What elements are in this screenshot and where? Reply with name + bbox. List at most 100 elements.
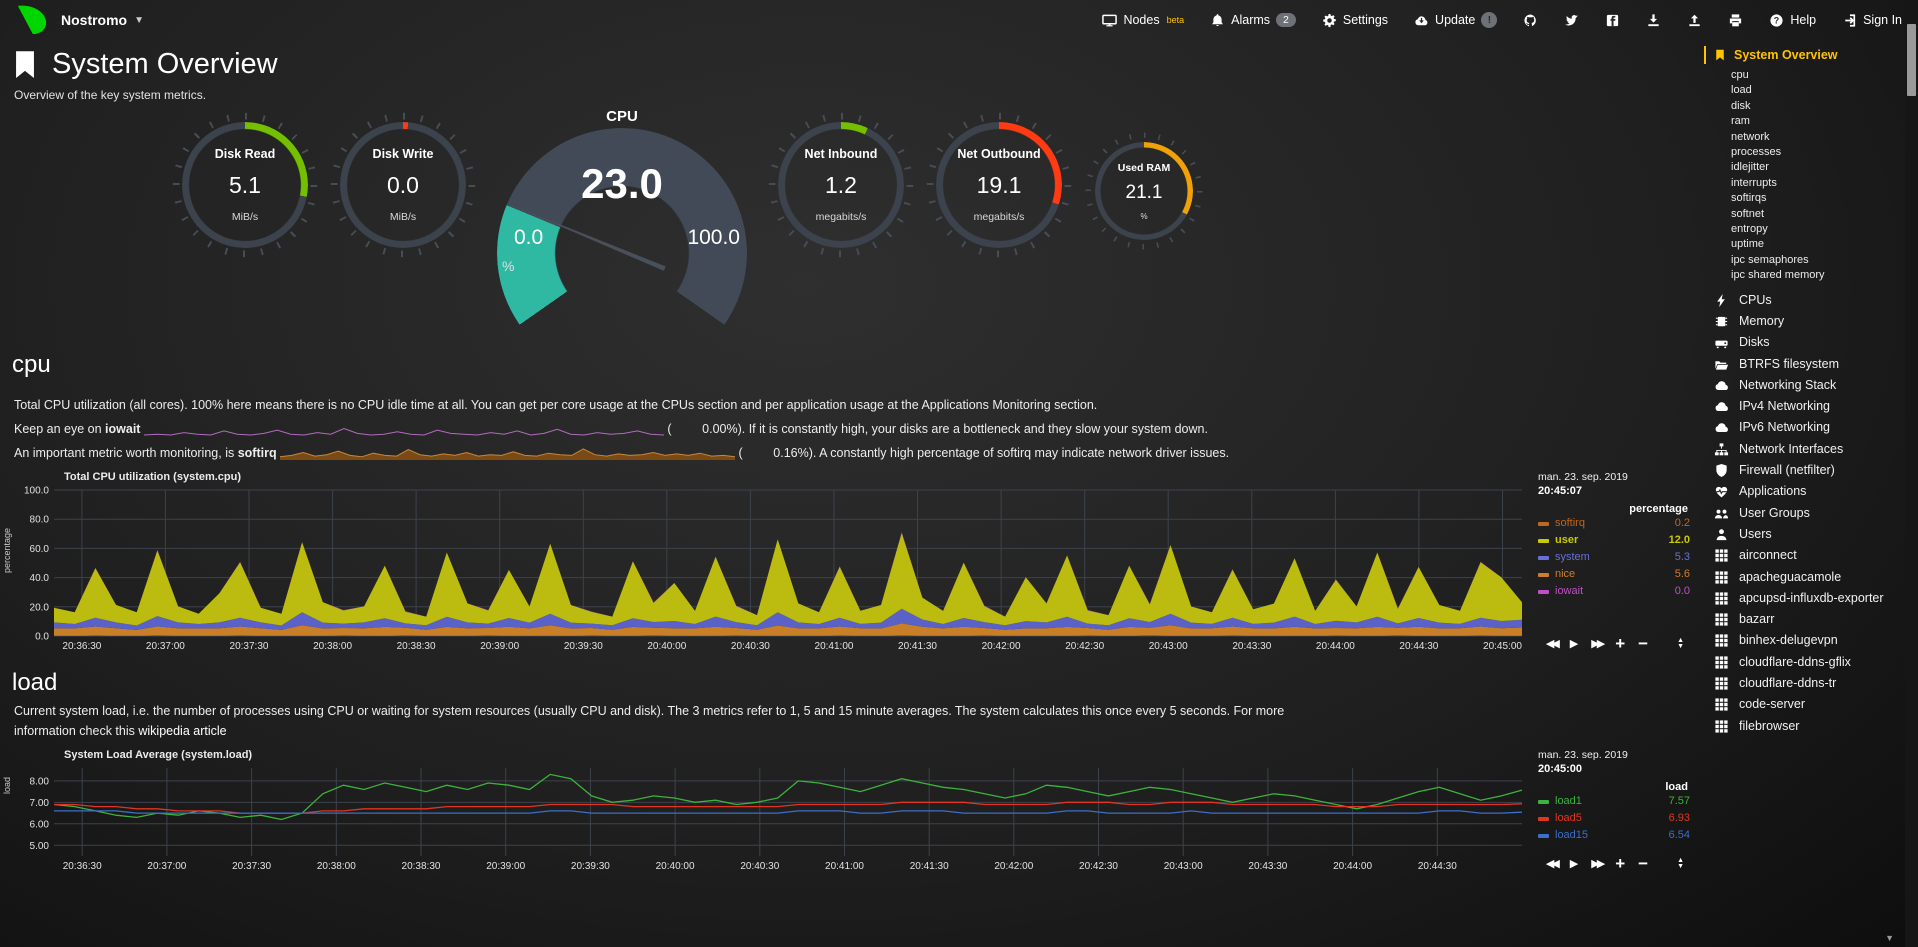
legend-row-system[interactable]: system 5.3 (1538, 549, 1690, 566)
sidebar-subitem-idlejitter[interactable]: idlejitter (1731, 161, 1769, 174)
print-icon (1728, 13, 1743, 28)
legend-row-softirq[interactable]: softirq 0.2 (1538, 515, 1690, 532)
rewind-icon[interactable]: ◀◀ (1545, 638, 1560, 650)
sidebar-subitem-disk[interactable]: disk (1731, 99, 1751, 112)
bell-icon (1210, 13, 1225, 28)
legend-row-user[interactable]: user 12.0 (1538, 532, 1690, 549)
facebook-button[interactable] (1605, 13, 1620, 28)
export-button[interactable] (1687, 13, 1702, 28)
cpu-description-1: Total CPU utilization (all cores). 100% … (14, 398, 1098, 412)
scrollbar-thumb[interactable] (1907, 24, 1916, 96)
sidebar-subitem-ipc-semaphores[interactable]: ipc semaphores (1731, 253, 1809, 266)
import-button[interactable] (1646, 13, 1661, 28)
chart-canvas[interactable]: 5.00 6.00 7.00 8.00 20:36:30 20:37:00 20:37:30… (14, 763, 1528, 873)
legend-name: load1 (1555, 795, 1582, 807)
sidebar-item-apcupsd-influxdb-exporter[interactable]: apcupsd-influxdb-exporter (1704, 588, 1904, 609)
sidebar-subitem-load[interactable]: load (1731, 84, 1752, 97)
legend-name: user (1555, 534, 1579, 546)
sidebar-scroll-caret-icon[interactable]: ▼ (1885, 933, 1894, 943)
sidebar-subitem-ipc-shared-memory[interactable]: ipc shared memory (1731, 269, 1825, 282)
twitter-button[interactable] (1564, 13, 1579, 28)
settings-button[interactable]: Settings (1322, 13, 1388, 28)
cpu-meter-gauge[interactable]: CPU 23.0 0.0 100.0% (492, 108, 752, 378)
sidebar-item-apacheguacamole[interactable]: apacheguacamole (1704, 567, 1904, 588)
nodes-button[interactable]: Nodes beta (1102, 13, 1184, 28)
play-icon[interactable]: ▶ (1569, 858, 1579, 870)
sidebar-item-network-interfaces[interactable]: Network Interfaces (1704, 439, 1904, 460)
sidebar-item-networking-stack[interactable]: Networking Stack (1704, 375, 1904, 396)
sidebar-item-btrfs-filesystem[interactable]: BTRFS filesystem (1704, 354, 1904, 375)
gauge-net-outbound[interactable]: Net Outbound 19.1 megabits/s (925, 111, 1073, 259)
alarms-button[interactable]: Alarms 2 (1210, 13, 1296, 28)
wikipedia-link[interactable]: wikipedia article (138, 724, 227, 738)
sidebar-item-firewall-netfilter-[interactable]: Firewall (netfilter) (1704, 460, 1904, 481)
sidebar-subitem-uptime[interactable]: uptime (1731, 238, 1765, 251)
sidebar-subitem-entropy[interactable]: entropy (1731, 223, 1768, 236)
signin-button[interactable]: Sign In (1842, 13, 1902, 28)
sidebar-subitem-processes[interactable]: processes (1731, 146, 1782, 159)
series-user (54, 532, 1522, 626)
hdd-icon (1714, 335, 1731, 350)
sidebar-item-disks[interactable]: Disks (1704, 332, 1904, 353)
chart-plot-area[interactable]: 0.0 20.0 40.0 60.0 80.0 100.0 20:36:30 20:37:00… (14, 485, 1528, 653)
sidebar-item-cpus[interactable]: CPUs (1704, 290, 1904, 311)
legend-row-load1[interactable]: load1 7.57 (1538, 793, 1690, 810)
help-button[interactable]: ? Help (1769, 13, 1816, 28)
gauge-disk-write[interactable]: Disk Write 0.0 MiB/s (329, 111, 477, 259)
sidebar-item-applications[interactable]: Applications (1704, 481, 1904, 502)
chart-plot-area[interactable]: 5.00 6.00 7.00 8.00 20:36:30 20:37:00 20:37:30… (14, 763, 1528, 873)
play-icon[interactable]: ▶ (1569, 638, 1579, 650)
resize-handle-icon[interactable]: ▲ ▼ (1677, 637, 1684, 650)
top-navbar: Nostromo ▼ Nodes beta Alarms 2 Settings U… (0, 0, 1918, 40)
alarms-label: Alarms (1231, 13, 1271, 27)
svg-text:20:43:00: 20:43:00 (1164, 861, 1203, 872)
sidebar-item-code-server[interactable]: code-server (1704, 694, 1904, 715)
update-button[interactable]: Update ! (1414, 12, 1498, 28)
sidebar-item-ipv6-networking[interactable]: IPv6 Networking (1704, 417, 1904, 438)
legend-row-nice[interactable]: nice 5.6 (1538, 566, 1690, 583)
legend-value: 6.93 (1668, 812, 1690, 824)
sidebar-item-system-overview[interactable]: System Overview (1704, 46, 1904, 64)
sidebar-subitem-network[interactable]: network (1731, 130, 1770, 143)
fast-forward-icon[interactable]: ▶▶ (1591, 638, 1605, 650)
sidebar-item-filebrowser[interactable]: filebrowser (1704, 716, 1904, 737)
gauge-net-inbound[interactable]: Net Inbound 1.2 megabits/s (767, 111, 915, 259)
github-button[interactable] (1523, 13, 1538, 28)
zoom-in-icon[interactable]: + (1615, 634, 1626, 653)
legend-row-load5[interactable]: load5 6.93 (1538, 810, 1690, 827)
sidebar-item-label: cloudflare-ddns-gflix (1739, 654, 1851, 669)
chart-canvas[interactable]: 0.0 20.0 40.0 60.0 80.0 100.0 20:36:30 20:37:00… (14, 485, 1528, 653)
hostname-dropdown[interactable]: Nostromo ▼ (61, 12, 144, 28)
legend-row-iowait[interactable]: iowait 0.0 (1538, 583, 1690, 600)
sidebar-subitem-cpu[interactable]: cpu (1731, 69, 1749, 81)
sidebar-subitem-softnet[interactable]: softnet (1731, 207, 1765, 220)
load-chart: System Load Average (system.load) load 5.0… (0, 749, 1690, 875)
sidebar-item-binhex-delugevpn[interactable]: binhex-delugevpn (1704, 630, 1904, 651)
sidebar-item-label: CPUs (1739, 292, 1772, 307)
sidebar-item-cloudflare-ddns-gflix[interactable]: cloudflare-ddns-gflix (1704, 652, 1904, 673)
zoom-out-icon[interactable]: − (1638, 854, 1649, 873)
sidebar-item-bazarr[interactable]: bazarr (1704, 609, 1904, 630)
gauge-used-ram[interactable]: Used RAM 21.1% (1084, 131, 1204, 251)
sidebar-subitem-interrupts[interactable]: interrupts (1731, 176, 1777, 189)
sidebar-item-airconnect[interactable]: airconnect (1704, 545, 1904, 566)
sidebar-subitem-softirqs[interactable]: softirqs (1731, 192, 1767, 205)
sidebar-item-ipv4-networking[interactable]: IPv4 Networking (1704, 396, 1904, 417)
legend-row-load15[interactable]: load15 6.54 (1538, 827, 1690, 844)
fast-forward-icon[interactable]: ▶▶ (1591, 858, 1605, 870)
rewind-icon[interactable]: ◀◀ (1545, 858, 1560, 870)
netdata-logo[interactable] (16, 5, 48, 35)
sidebar-item-user-groups[interactable]: User Groups (1704, 503, 1904, 524)
resize-handle-icon[interactable]: ▲ ▼ (1677, 857, 1684, 870)
print-button[interactable] (1728, 13, 1743, 28)
heartbeat-icon (1714, 484, 1731, 499)
zoom-out-icon[interactable]: − (1638, 634, 1649, 653)
sidebar-subitem-ram[interactable]: ram (1731, 115, 1750, 128)
gauge-ring (182, 122, 308, 248)
sidebar-item-cloudflare-ddns-tr[interactable]: cloudflare-ddns-tr (1704, 673, 1904, 694)
sidebar-item-users[interactable]: Users (1704, 524, 1904, 545)
page-scrollbar[interactable] (1905, 0, 1918, 947)
zoom-in-icon[interactable]: + (1615, 854, 1626, 873)
sidebar-item-memory[interactable]: Memory (1704, 311, 1904, 332)
gauge-disk-read[interactable]: Disk Read 5.1 MiB/s (171, 111, 319, 259)
